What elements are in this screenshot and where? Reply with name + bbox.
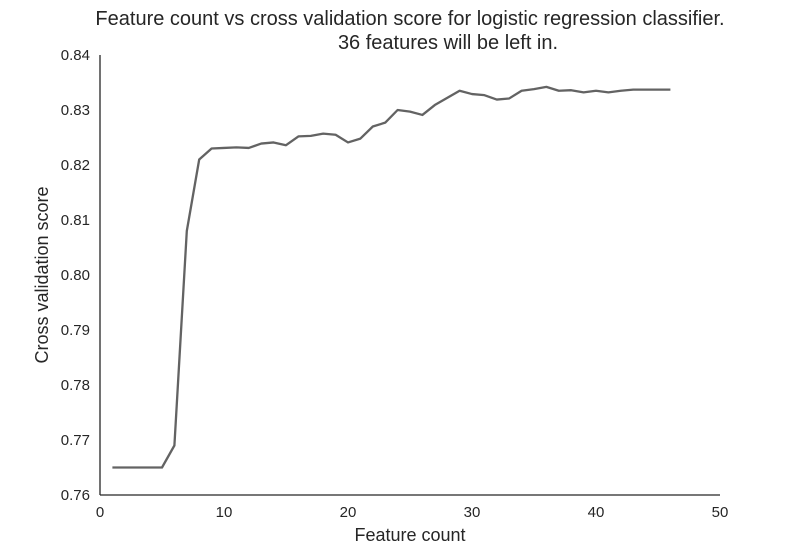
series-line <box>112 85 671 469</box>
chart-title-line-1: Feature count vs cross validation score … <box>95 8 724 30</box>
y-tick-label: 0.79 <box>61 322 90 339</box>
x-axis-label: Feature count <box>354 525 465 545</box>
y-tick-label: 0.84 <box>61 47 90 64</box>
y-tick-label: 0.78 <box>61 377 90 394</box>
x-tick-label: 0 <box>96 504 104 521</box>
y-tick-label: 0.76 <box>61 487 90 504</box>
axes-spines <box>99 55 720 496</box>
y-tick-label: 0.80 <box>61 267 90 284</box>
y-axis-label: Cross validation score <box>32 186 52 363</box>
y-tick-label: 0.81 <box>61 212 90 229</box>
x-tick-label: 50 <box>712 504 729 521</box>
x-tick-label: 10 <box>216 504 233 521</box>
chart-title-line-2: 36 features will be left in. <box>338 32 558 54</box>
y-tick-label: 0.83 <box>61 102 90 119</box>
x-tick-labels: 0 10 20 30 40 50 <box>96 504 729 521</box>
x-tick-label: 30 <box>464 504 481 521</box>
x-tick-label: 20 <box>340 504 357 521</box>
y-tick-label: 0.82 <box>61 157 90 174</box>
y-tick-label: 0.77 <box>61 432 90 449</box>
y-tick-labels: 0.76 0.77 0.78 0.79 0.80 0.81 0.82 0.83 0.84 <box>61 47 90 504</box>
x-tick-label: 40 <box>588 504 605 521</box>
